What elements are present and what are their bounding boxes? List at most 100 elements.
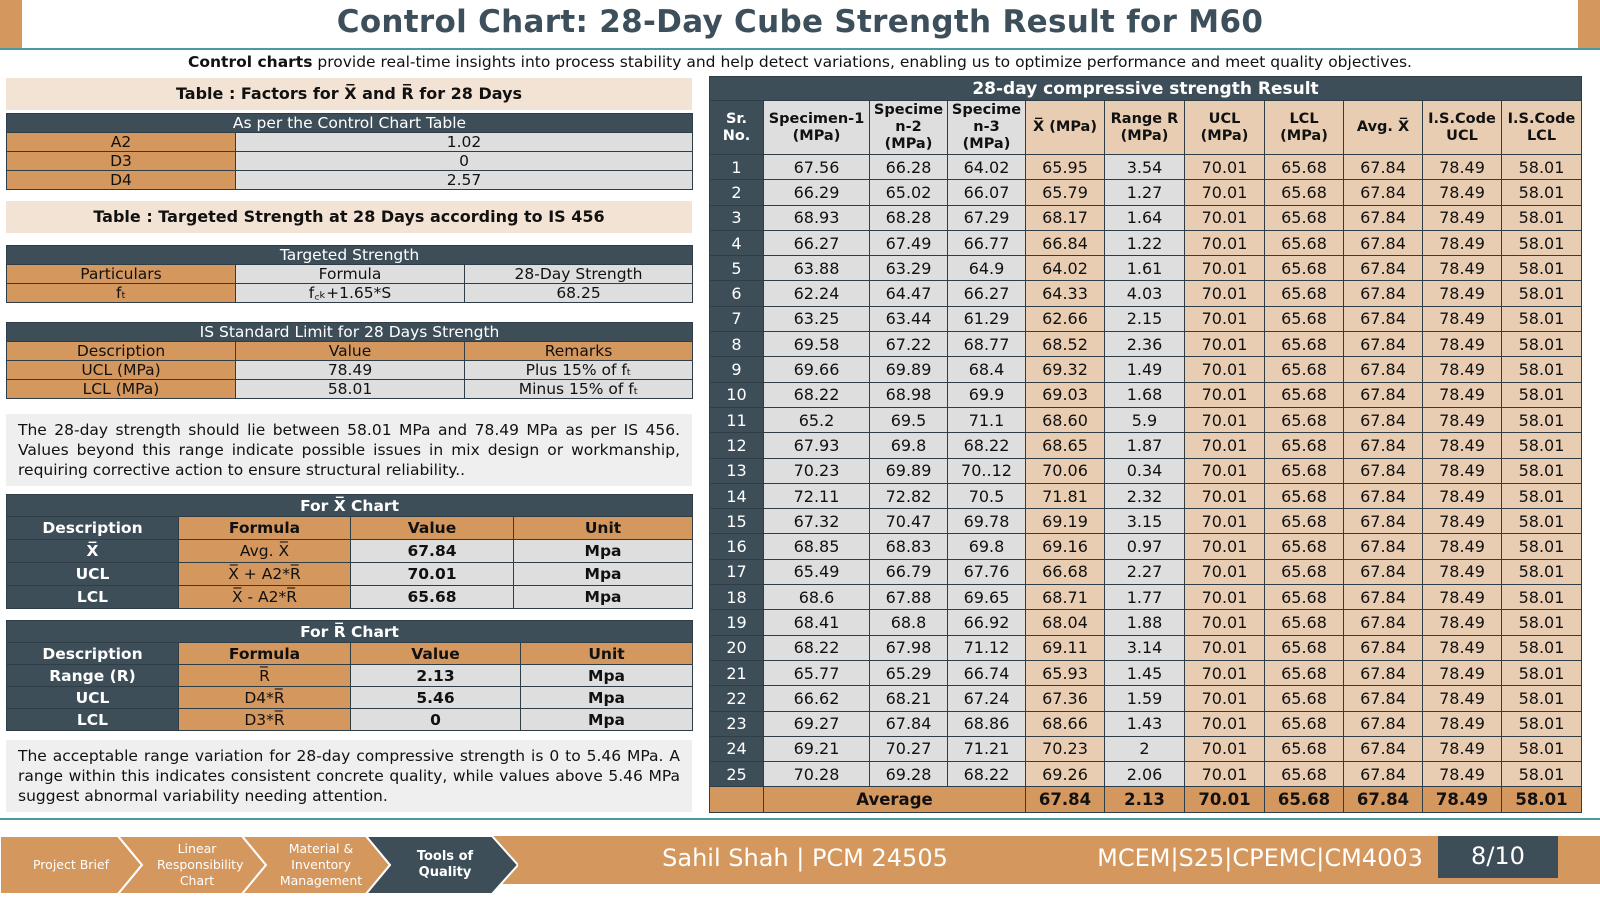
- results-col-header: UCL (MPa): [1184, 100, 1265, 155]
- results-cell: 65.68: [1264, 735, 1344, 763]
- results-cell: 58.01: [1501, 508, 1582, 535]
- col-formula: Formula: [178, 516, 351, 540]
- table-row: Range (R) R̅ 2.13 Mpa: [6, 664, 694, 687]
- results-cell: 68.04: [1025, 609, 1105, 636]
- results-cell: 17: [709, 558, 764, 586]
- rbar-header: For R̅ Chart: [5, 620, 694, 643]
- results-cell: 65.49: [763, 558, 870, 586]
- results-cell: 58.01: [1501, 710, 1582, 737]
- results-cell: 58.01: [1501, 533, 1582, 560]
- results-cell: 67.84: [1343, 685, 1423, 712]
- author-name: Sahil Shah | PCM 24505: [662, 844, 948, 872]
- results-cell: 68.21: [869, 685, 948, 712]
- results-cell: 65.68: [1264, 584, 1344, 611]
- results-cell: 70.23: [763, 457, 870, 484]
- x-formula: X̅ + A2*R̅: [178, 562, 351, 586]
- results-cell: 69.9: [947, 381, 1026, 408]
- results-cell: 78.49: [1422, 381, 1502, 408]
- col-description: Description: [6, 516, 179, 540]
- results-cell: 67.88: [869, 584, 948, 611]
- results-cell: 69.28: [869, 761, 948, 788]
- results-cell: 3.54: [1104, 153, 1185, 181]
- results-cell: 58.01: [1501, 179, 1582, 206]
- results-cell: 58.01: [1501, 735, 1582, 763]
- results-cell: 67.22: [869, 331, 948, 358]
- results-cell: 67.84: [1343, 482, 1423, 510]
- col-strength: 28-Day Strength: [463, 264, 694, 284]
- results-cell: 2.15: [1104, 305, 1185, 333]
- results-cell: 19: [709, 609, 764, 636]
- results-cell: 66.07: [947, 179, 1026, 206]
- results-cell: 58.01: [1501, 356, 1582, 383]
- results-cell: 2.32: [1104, 482, 1185, 510]
- results-cell: 70.01: [1184, 179, 1265, 206]
- results-cell: 68.85: [763, 533, 870, 560]
- results-cell: 68.41: [763, 609, 870, 636]
- results-cell: 4: [709, 229, 764, 257]
- nav-linear-responsibility[interactable]: Linear Responsibility Chart: [118, 834, 266, 896]
- formula-value: f꜀ₖ+1.65*S: [235, 283, 465, 303]
- r-value: 5.46: [350, 686, 521, 709]
- results-cell: 72.82: [869, 482, 948, 510]
- factors-table: As per the Control Chart Table A2 1.02 D3…: [6, 113, 693, 190]
- title-bar: Control Chart: 28-Day Cube Strength Resu…: [0, 0, 1600, 50]
- results-cell: 65.68: [1264, 609, 1344, 636]
- limit-desc: LCL (MPa): [6, 379, 236, 399]
- title-right-accent: [1578, 0, 1600, 50]
- results-cell: 65.79: [1025, 179, 1105, 206]
- results-cell: 67.84: [869, 710, 948, 737]
- results-cell: 65.68: [1264, 229, 1344, 257]
- nav-tools-of-quality[interactable]: Tools of Quality: [366, 834, 518, 896]
- results-cell: 65.68: [1264, 280, 1344, 307]
- x-unit: Mpa: [512, 562, 694, 586]
- table-row: D4 2.57: [6, 170, 693, 190]
- table-row: 5 63.88 63.29 64.9 64.02 1.61 70.01 65.68 67.84 7…: [709, 255, 1582, 282]
- table-row: D3 0: [6, 151, 693, 171]
- x-value: 67.84: [350, 539, 514, 563]
- results-cell: 69.11: [1025, 634, 1105, 661]
- results-cell: 58.01: [1501, 381, 1582, 408]
- results-cell: 68.71: [1025, 584, 1105, 611]
- results-cell: 69.89: [869, 457, 948, 484]
- results-cell: 24: [709, 735, 764, 763]
- r-unit: Mpa: [519, 664, 694, 687]
- col-value: Value: [350, 516, 514, 540]
- results-cell: 18: [709, 584, 764, 611]
- col-unit: Unit: [512, 516, 694, 540]
- results-cell: 78.49: [1422, 482, 1502, 510]
- results-cell: 67.84: [1343, 229, 1423, 257]
- table-row: 9 69.66 69.89 68.4 69.32 1.49 70.01 65.68 67.84 7…: [709, 356, 1582, 383]
- results-cell: 3.15: [1104, 508, 1185, 535]
- results-cell: 66.79: [869, 558, 948, 586]
- results-cell: 66.68: [1025, 558, 1105, 586]
- results-cell: 6: [709, 280, 764, 307]
- results-cell: 69.58: [763, 331, 870, 358]
- col-particulars: Particulars: [6, 264, 236, 284]
- results-cell: 2.06: [1104, 761, 1185, 788]
- results-cell: 63.29: [869, 255, 948, 282]
- results-cell: 70.01: [1184, 533, 1265, 560]
- results-cell: 69.5: [869, 406, 948, 434]
- results-cell: 1.68: [1104, 381, 1185, 408]
- results-cell: 65.68: [1264, 457, 1344, 484]
- results-cell: 68.22: [947, 761, 1026, 788]
- results-cell: 66.29: [763, 179, 870, 206]
- r-formula: D4*R̅: [178, 686, 351, 709]
- table-row: 24 69.21 70.27 71.21 70.23 2 70.01 65.68 67.84 78…: [709, 735, 1582, 763]
- results-cell: 25: [709, 761, 764, 788]
- results-cell: 69.66: [763, 356, 870, 383]
- results-table: 28-day compressive strength Result Sr. N…: [709, 76, 1582, 813]
- average-value: 78.49: [1422, 786, 1502, 813]
- intro-text: Control charts provide real-time insight…: [0, 53, 1600, 71]
- results-cell: 78.49: [1422, 432, 1502, 459]
- results-cell: 67.29: [947, 204, 1026, 231]
- results-cell: 68.28: [869, 204, 948, 231]
- results-cell: 0.34: [1104, 457, 1185, 484]
- results-col-header: Avg. X̅: [1343, 100, 1423, 155]
- table-row: 12 67.93 69.8 68.22 68.65 1.87 70.01 65.68 67.84…: [709, 432, 1582, 459]
- results-cell: 78.49: [1422, 533, 1502, 560]
- results-col-header: Specime n-3 (MPa): [947, 100, 1026, 155]
- average-value: 67.84: [1343, 786, 1423, 813]
- factors-header: As per the Control Chart Table: [6, 113, 693, 133]
- r-value: 2.13: [350, 664, 521, 687]
